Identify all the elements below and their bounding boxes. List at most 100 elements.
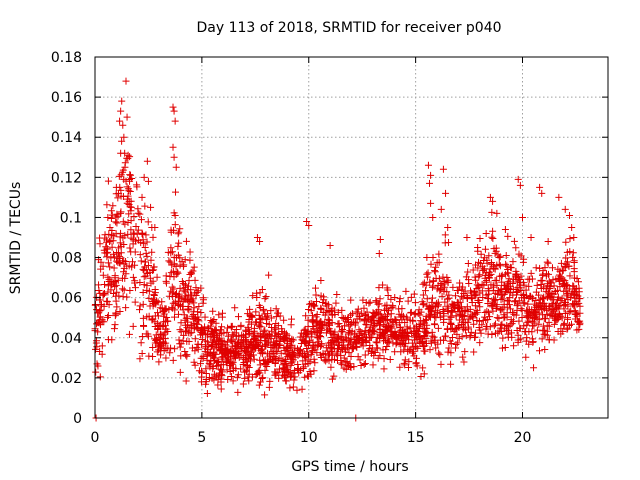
- data-point: [113, 210, 121, 218]
- data-point: [260, 328, 268, 336]
- data-point: [530, 364, 538, 372]
- data-point: [490, 322, 498, 330]
- data-point: [397, 348, 405, 356]
- data-point: [467, 287, 475, 295]
- data-point: [125, 210, 133, 218]
- data-point: [377, 318, 385, 326]
- data-point: [287, 359, 295, 367]
- data-point: [226, 367, 234, 375]
- data-point: [554, 265, 562, 273]
- data-point: [525, 340, 533, 348]
- data-point: [262, 313, 270, 321]
- data-point-peak: [519, 213, 526, 221]
- data-point: [382, 312, 390, 320]
- data-point: [283, 343, 291, 351]
- data-point: [327, 329, 335, 337]
- data-point: [207, 343, 215, 351]
- data-point: [263, 320, 271, 328]
- data-point: [167, 344, 175, 352]
- data-point: [360, 304, 368, 312]
- data-point: [532, 311, 540, 319]
- data-point: [98, 316, 106, 324]
- data-point: [356, 356, 364, 364]
- data-point-peak: [474, 244, 482, 252]
- data-point: [476, 289, 484, 297]
- data-point: [131, 298, 139, 306]
- data-point: [171, 313, 179, 321]
- data-point: [113, 303, 121, 311]
- data-point: [331, 311, 339, 319]
- data-point: [566, 294, 574, 302]
- data-point: [120, 257, 128, 265]
- data-point-peak: [118, 97, 126, 105]
- data-point-peak: [427, 171, 435, 179]
- data-point: [280, 316, 288, 324]
- plot-frame: [94, 56, 609, 419]
- data-point: [366, 298, 374, 306]
- data-point-peak: [426, 179, 434, 187]
- data-point: [444, 304, 452, 312]
- data-point: [207, 317, 215, 325]
- data-point: [369, 309, 377, 317]
- data-point: [329, 337, 337, 345]
- data-point: [404, 297, 412, 305]
- data-point-peak: [501, 225, 509, 233]
- data-point-peak: [544, 238, 552, 246]
- data-point: [554, 328, 562, 336]
- data-point: [435, 275, 443, 283]
- data-point: [498, 271, 506, 279]
- data-point: [359, 296, 367, 304]
- data-point: [164, 317, 172, 325]
- data-point: [456, 279, 464, 287]
- data-point: [424, 269, 432, 277]
- data-point: [123, 154, 131, 162]
- data-point: [347, 296, 355, 304]
- data-point: [383, 326, 391, 334]
- data-point: [154, 312, 162, 320]
- data-point: [199, 296, 207, 304]
- data-point: [182, 314, 190, 322]
- data-point: [166, 258, 174, 266]
- data-point: [107, 214, 115, 222]
- data-point-peak: [566, 211, 574, 219]
- data-point: [179, 306, 187, 314]
- data-point: [172, 188, 180, 196]
- data-point-peak: [117, 107, 125, 115]
- data-point: [396, 295, 404, 303]
- data-points: [91, 77, 584, 422]
- y-tick-label: 0.08: [51, 251, 82, 267]
- data-point: [148, 248, 156, 256]
- data-point: [348, 327, 356, 335]
- data-point: [412, 330, 420, 338]
- data-point: [232, 365, 240, 373]
- data-point: [570, 282, 578, 290]
- data-point: [268, 356, 276, 364]
- data-point: [535, 316, 543, 324]
- data-point: [473, 317, 481, 325]
- data-point: [271, 332, 279, 340]
- data-point: [257, 323, 265, 331]
- data-point: [275, 365, 283, 373]
- data-point-peak: [463, 234, 471, 241]
- data-point: [166, 349, 174, 357]
- data-point: [330, 306, 338, 314]
- data-point: [131, 284, 139, 292]
- data-point: [361, 351, 369, 359]
- data-point: [265, 338, 273, 346]
- data-point: [313, 341, 321, 349]
- data-point: [419, 301, 427, 309]
- data-point: [231, 304, 239, 312]
- data-point: [114, 276, 122, 284]
- data-point: [127, 248, 135, 256]
- data-point: [184, 305, 192, 313]
- data-point: [132, 222, 140, 230]
- data-point: [186, 248, 194, 256]
- data-point: [444, 348, 452, 356]
- data-point: [566, 272, 574, 280]
- data-point: [396, 298, 404, 306]
- data-point: [267, 314, 275, 322]
- data-point: [109, 237, 117, 245]
- data-point: [155, 358, 163, 366]
- data-point: [510, 237, 518, 245]
- data-point: [423, 253, 431, 261]
